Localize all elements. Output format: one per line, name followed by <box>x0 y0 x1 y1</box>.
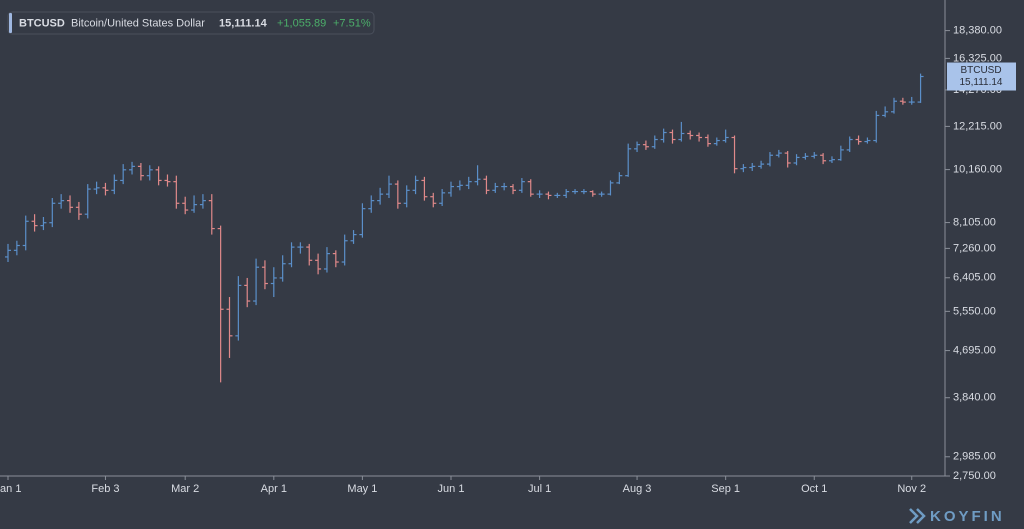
legend-change-pct: +7.51% <box>333 17 371 29</box>
y-tick-label: 6,405.00 <box>953 272 996 284</box>
x-tick-label: Apr 1 <box>261 483 287 495</box>
y-tick-label: 5,550.00 <box>953 305 996 317</box>
y-tick-label: 2,985.00 <box>953 451 996 463</box>
brand-icon <box>909 508 926 524</box>
y-tick-label: 16,325.00 <box>953 52 1002 64</box>
brand-text: KOYFIN <box>930 508 1005 525</box>
x-tick-label: Jan 1 <box>0 483 21 495</box>
legend-change: +1,055.89 <box>277 17 326 29</box>
y-tick-label: 8,105.00 <box>953 216 996 228</box>
ohlc-series <box>5 73 924 383</box>
x-tick-label: May 1 <box>347 483 377 495</box>
x-tick-label: Oct 1 <box>801 483 827 495</box>
y-tick-label: 12,215.00 <box>953 120 1002 132</box>
y-tick-label: 7,260.00 <box>953 242 996 254</box>
brand-logo: KOYFIN <box>909 508 1005 525</box>
last-price-symbol: BTCUSD <box>960 65 1001 76</box>
legend-box <box>7 11 375 35</box>
x-tick-label: Aug 3 <box>623 483 652 495</box>
x-tick-label: Sep 1 <box>711 483 740 495</box>
x-tick-label: Mar 2 <box>171 483 199 495</box>
last-price-tag <box>947 62 1016 91</box>
x-tick-label: Jul 1 <box>528 483 551 495</box>
x-tick-label: Feb 3 <box>91 483 119 495</box>
y-tick-label: 3,840.00 <box>953 392 996 404</box>
y-tick-label: 18,380.00 <box>953 25 1002 37</box>
legend-name: Bitcoin/United States Dollar <box>71 17 205 29</box>
legend-symbol: BTCUSD <box>19 17 65 29</box>
x-tick-label: Nov 2 <box>897 483 926 495</box>
y-tick-label: 2,750.00 <box>953 470 996 482</box>
last-price-value: 15,111.14 <box>959 77 1002 88</box>
legend-price: 15,111.14 <box>219 17 268 29</box>
legend-accent <box>9 13 12 33</box>
y-tick-label: 10,160.00 <box>953 163 1002 175</box>
y-tick-label: 4,695.00 <box>953 344 996 356</box>
x-tick-label: Jun 1 <box>438 483 465 495</box>
